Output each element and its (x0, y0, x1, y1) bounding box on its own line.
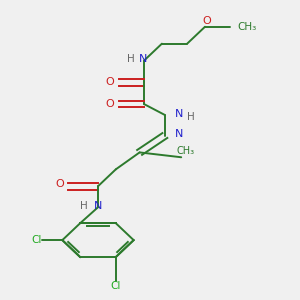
Text: H: H (80, 201, 88, 211)
Text: O: O (55, 179, 64, 189)
Text: O: O (106, 99, 114, 109)
Text: CH₃: CH₃ (238, 22, 257, 32)
Text: N: N (138, 54, 147, 64)
Text: O: O (202, 16, 211, 26)
Text: H: H (187, 112, 195, 122)
Text: H: H (127, 54, 135, 64)
Text: N: N (175, 129, 183, 139)
Text: CH₃: CH₃ (177, 146, 195, 156)
Text: N: N (94, 201, 102, 211)
Text: O: O (106, 77, 114, 87)
Text: Cl: Cl (111, 280, 121, 291)
Text: N: N (175, 109, 183, 119)
Text: Cl: Cl (31, 235, 41, 245)
